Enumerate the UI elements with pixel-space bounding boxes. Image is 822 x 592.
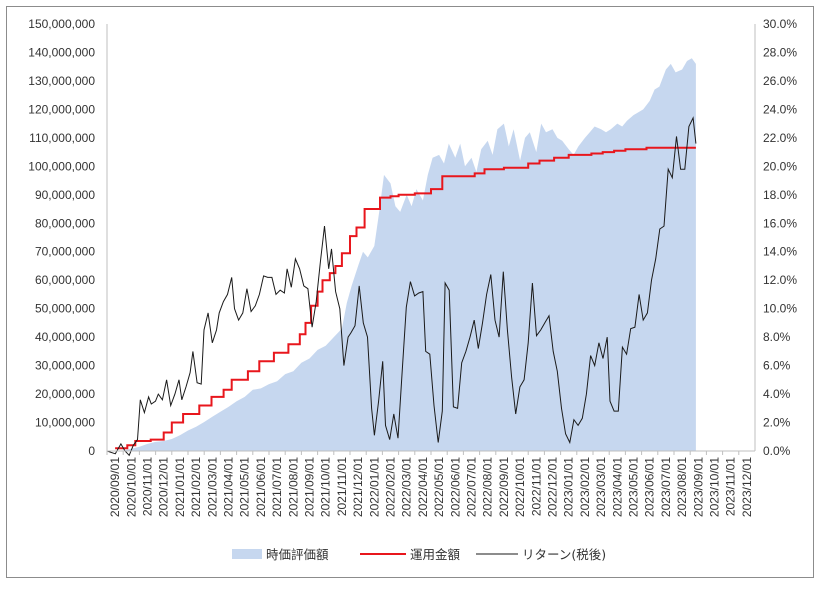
left-tick-label: 20,000,000 — [35, 387, 95, 401]
left-tick-label: 60,000,000 — [35, 273, 95, 287]
x-tick-label: 2022/06/01 — [448, 457, 462, 517]
left-tick-label: 100,000,000 — [28, 159, 95, 173]
return-after-tax-line — [106, 116, 697, 457]
x-tick-label: 2021/01/01 — [173, 457, 187, 517]
left-tick-label: 140,000,000 — [28, 45, 95, 59]
x-tick-label: 2021/04/01 — [222, 457, 236, 517]
right-tick-label: 14.0% — [763, 245, 797, 259]
left-tick-label: 130,000,000 — [28, 74, 95, 88]
right-tick-label: 18.0% — [763, 188, 797, 202]
right-tick-label: 20.0% — [763, 159, 797, 173]
x-tick-label: 2023/04/01 — [610, 457, 624, 517]
x-tick-label: 2022/04/01 — [416, 457, 430, 517]
legend-swatch-market-value — [232, 549, 262, 559]
right-tick-label: 26.0% — [763, 74, 797, 88]
right-tick-label: 16.0% — [763, 216, 797, 230]
right-tick-label: 8.0% — [763, 330, 791, 344]
right-tick-label: 28.0% — [763, 45, 797, 59]
left-axis-ticks: 0 10,000,000 20,000,000 30,000,000 40,000,00… — [28, 17, 95, 458]
legend: 時価評価額 運用金額 リターン(税後) — [232, 547, 606, 562]
x-tick-label: 2022/10/01 — [513, 457, 527, 517]
x-tick-label: 2020/10/01 — [124, 457, 138, 517]
x-tick-label: 2022/08/01 — [481, 457, 495, 517]
x-tick-label: 2023/12/01 — [740, 457, 754, 517]
x-tick-label: 2022/01/01 — [367, 457, 381, 517]
left-tick-label: 90,000,000 — [35, 188, 95, 202]
x-tick-label: 2023/10/01 — [708, 457, 722, 517]
right-tick-label: 4.0% — [763, 387, 791, 401]
x-tick-label: 2023/11/01 — [724, 457, 738, 516]
left-tick-label: 80,000,000 — [35, 216, 95, 230]
invested-amount-path — [115, 146, 696, 450]
x-axis-ticks: 2020/09/01 2020/10/01 2020/11/01 2020/12/01… — [106, 451, 754, 517]
x-tick-label: 2021/03/01 — [205, 457, 219, 517]
x-tick-label: 2021/12/01 — [351, 457, 365, 517]
right-tick-label: 30.0% — [763, 17, 797, 31]
x-tick-label: 2021/07/01 — [270, 457, 284, 517]
x-tick-label: 2021/11/01 — [335, 457, 349, 516]
x-tick-label: 2023/05/01 — [627, 457, 641, 517]
market-value-area-shape — [115, 58, 696, 451]
x-tick-label: 2021/02/01 — [189, 457, 203, 517]
left-tick-label: 30,000,000 — [35, 359, 95, 373]
x-tick-label: 2022/09/01 — [497, 457, 511, 517]
x-tick-label: 2021/09/01 — [303, 457, 317, 517]
x-tick-label: 2020/09/01 — [108, 457, 122, 517]
x-tick-label: 2022/07/01 — [465, 457, 479, 517]
x-tick-label: 2022/11/01 — [529, 457, 543, 516]
x-tick-label: 2022/05/01 — [432, 457, 446, 517]
right-tick-label: 22.0% — [763, 131, 797, 145]
x-tick-label: 2020/11/01 — [141, 457, 155, 516]
x-tick-label: 2022/12/01 — [546, 457, 560, 517]
right-tick-label: 12.0% — [763, 273, 797, 287]
left-tick-label: 150,000,000 — [28, 17, 95, 31]
invested-amount-line — [115, 146, 696, 450]
x-tick-label: 2021/08/01 — [286, 457, 300, 517]
left-tick-label: 120,000,000 — [28, 102, 95, 116]
left-tick-label: 10,000,000 — [35, 416, 95, 430]
market-value-area — [115, 58, 696, 451]
right-axis-ticks: 0.0% 2.0% 4.0% 6.0% 8.0% 10.0% 12.0% 14.0% 16.0%… — [763, 17, 797, 458]
x-tick-label: 2021/05/01 — [238, 457, 252, 517]
x-tick-label: 2023/03/01 — [594, 457, 608, 517]
x-tick-label: 2023/02/01 — [578, 457, 592, 517]
x-tick-label: 2022/03/01 — [400, 457, 414, 517]
x-tick-label: 2023/01/01 — [562, 457, 576, 517]
right-tick-label: 10.0% — [763, 302, 797, 316]
right-tick-label: 0.0% — [763, 444, 791, 458]
left-tick-label: 0 — [88, 444, 95, 458]
left-tick-label: 40,000,000 — [35, 330, 95, 344]
x-tick-label: 2023/08/01 — [675, 457, 689, 517]
right-tick-label: 24.0% — [763, 102, 797, 116]
legend-label-invested: 運用金額 — [410, 547, 461, 562]
x-tick-label: 2023/07/01 — [659, 457, 673, 517]
left-tick-label: 110,000,000 — [29, 131, 95, 145]
x-tick-label: 2021/06/01 — [254, 457, 268, 517]
right-tick-label: 2.0% — [763, 416, 791, 430]
x-tick-label: 2022/02/01 — [384, 457, 398, 517]
return-after-tax-path — [106, 116, 697, 457]
chart-frame — [6, 6, 814, 578]
right-tick-label: 6.0% — [763, 359, 791, 373]
x-tick-label: 2020/12/01 — [157, 457, 171, 517]
x-tick-label: 2023/09/01 — [691, 457, 705, 517]
x-tick-label: 2023/06/01 — [643, 457, 657, 517]
legend-label-return: リターン(税後) — [522, 547, 606, 562]
left-tick-label: 70,000,000 — [35, 245, 95, 259]
legend-label-market-value: 時価評価額 — [266, 547, 329, 562]
left-tick-label: 50,000,000 — [35, 302, 95, 316]
x-tick-label: 2021/10/01 — [319, 457, 333, 517]
